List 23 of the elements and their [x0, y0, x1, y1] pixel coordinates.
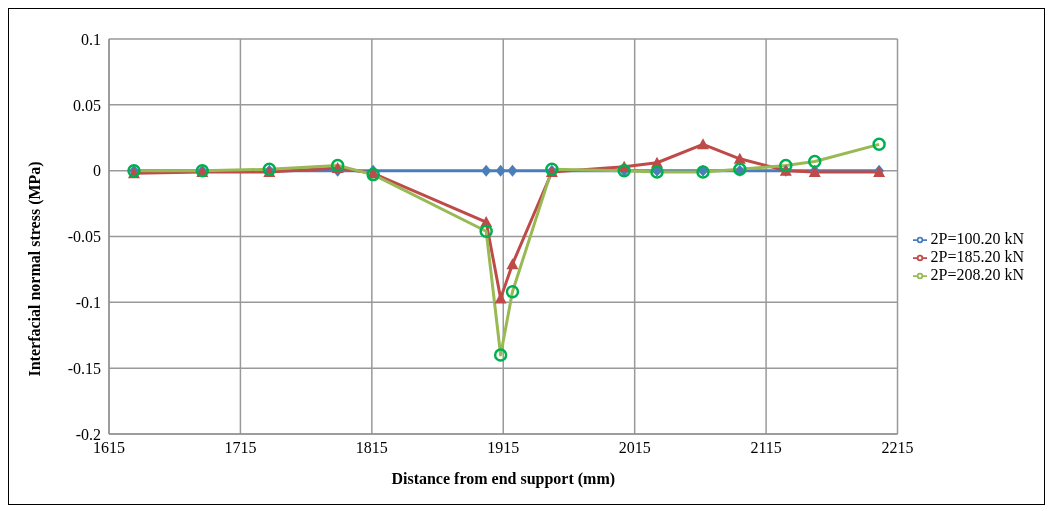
x-tick-label: 1715 [224, 439, 257, 457]
y-tick-label: -0.15 [67, 359, 101, 377]
point [733, 152, 746, 164]
point [495, 164, 506, 177]
x-tick-label: 1815 [355, 439, 388, 457]
x-tick-label: 2115 [750, 439, 782, 457]
y-tick-label: 0.05 [73, 96, 101, 114]
point [481, 164, 492, 177]
legend-label: 2P=185.20 kN [930, 247, 1024, 265]
x-tick-label: 1915 [487, 439, 520, 457]
y-tick-label: 0.1 [81, 30, 101, 48]
point [697, 138, 710, 150]
x-axis-title: Distance from end support (mm) [391, 470, 616, 488]
point [507, 164, 518, 177]
legend-label: 2P=100.20 kN [930, 229, 1024, 247]
y-axis-title: Interfacial normal stress (MPa) [25, 161, 44, 377]
y-tick-label: -0.1 [75, 294, 101, 312]
x-tick-label: 2215 [881, 439, 914, 457]
y-tick-label: -0.05 [67, 228, 101, 246]
point [506, 258, 519, 270]
x-tick-label: 2015 [618, 439, 651, 457]
legend-label: 2P=208.20 kN [930, 265, 1024, 283]
y-tick-label: 0 [93, 162, 101, 180]
